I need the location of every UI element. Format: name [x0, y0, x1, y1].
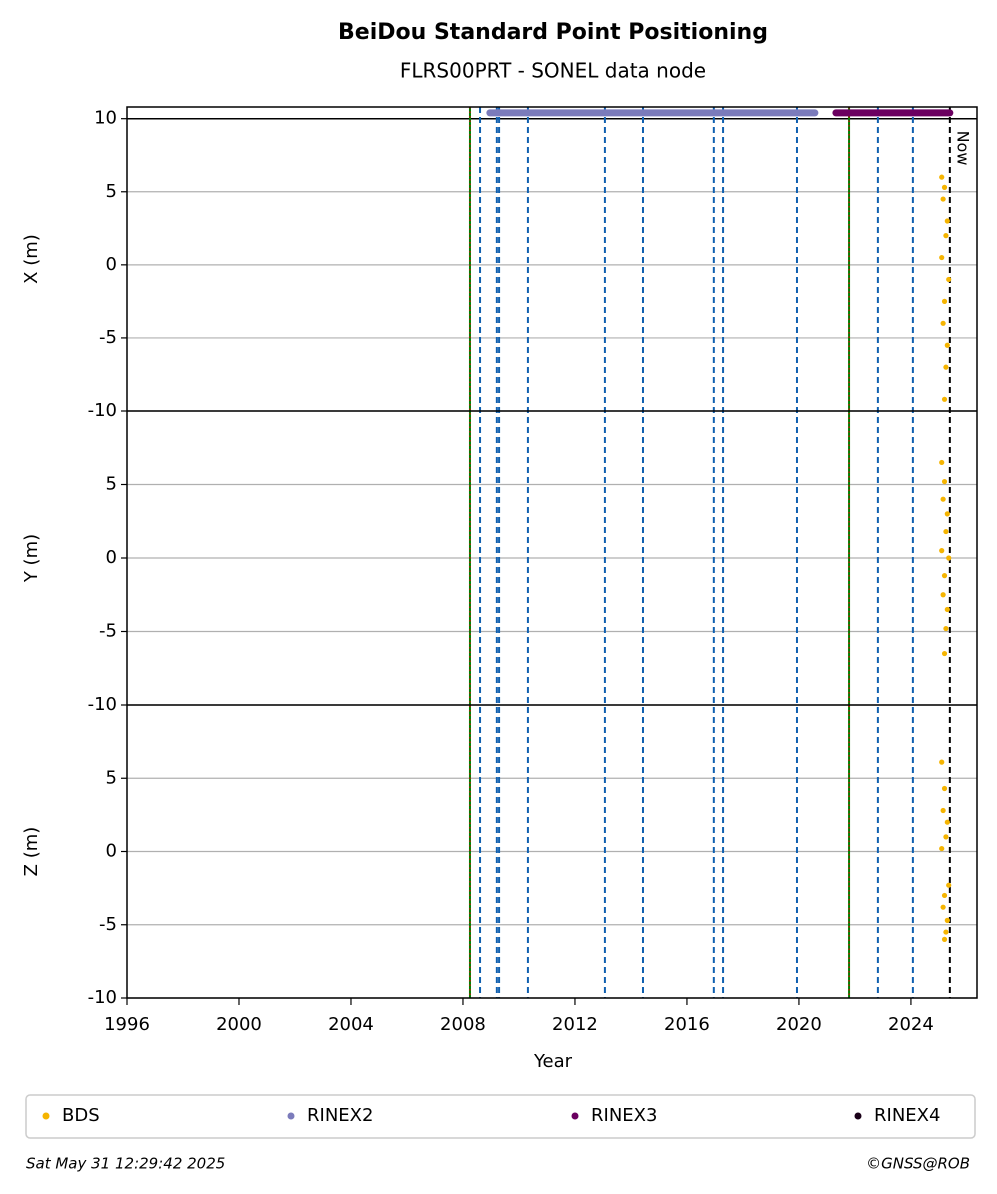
data-point	[946, 882, 952, 888]
footer-credit: ©GNSS@ROB	[866, 1155, 970, 1173]
data-point	[941, 573, 948, 579]
data-point	[941, 478, 948, 485]
data-point	[939, 254, 945, 261]
legend-marker	[571, 1112, 579, 1120]
data-point	[939, 548, 945, 554]
legend-marker	[854, 1112, 862, 1120]
data-point	[939, 845, 945, 852]
data-point	[940, 496, 946, 502]
y-tick-label: -5	[99, 914, 117, 935]
data-point	[943, 233, 949, 239]
y-tick-label: -5	[99, 327, 117, 348]
y-tick-label: 0	[106, 254, 117, 275]
y-tick-label: 0	[106, 841, 117, 862]
y-tick-label: -10	[88, 400, 117, 421]
data-point	[940, 807, 946, 814]
chart-subtitle: FLRS00PRT - SONEL data node	[400, 59, 706, 83]
legend-marker	[42, 1112, 50, 1120]
y-tick-label: -10	[88, 694, 117, 715]
data-point	[940, 320, 946, 326]
data-point	[940, 904, 946, 910]
x-tick-label: 2000	[216, 1014, 262, 1035]
data-point	[939, 174, 945, 180]
x-tick-label: 2020	[776, 1014, 822, 1035]
y-axis-label: Y (m)	[21, 534, 42, 583]
data-point	[944, 917, 950, 923]
data-point	[940, 196, 946, 202]
y-tick-label: -10	[88, 987, 117, 1008]
legend-label: RINEX3	[591, 1105, 657, 1126]
x-tick-label: 2012	[552, 1014, 598, 1035]
data-point	[939, 759, 945, 765]
data-point	[943, 929, 949, 935]
x-tick-label: 1996	[104, 1014, 150, 1035]
data-point	[941, 184, 948, 190]
legend-label: RINEX2	[307, 1105, 373, 1126]
y-tick-label: 5	[106, 181, 117, 202]
data-point	[946, 555, 952, 561]
x-axis-label: Year	[533, 1051, 573, 1072]
y-axis-label: X (m)	[21, 234, 42, 284]
legend-label: RINEX4	[874, 1105, 940, 1126]
y-axis-label: Z (m)	[21, 827, 42, 877]
x-tick-label: 2008	[440, 1014, 486, 1035]
y-tick-label: 10	[94, 108, 117, 129]
data-point	[941, 298, 948, 304]
data-point	[944, 342, 950, 348]
data-point	[941, 936, 948, 943]
data-point	[944, 606, 950, 613]
y-tick-label: -5	[99, 621, 117, 642]
data-point	[946, 276, 952, 283]
data-point	[943, 625, 949, 632]
data-point	[941, 892, 948, 899]
data-point	[941, 785, 948, 792]
data-point	[940, 592, 946, 598]
footer-date: Sat May 31 12:29:42 2025	[26, 1155, 225, 1173]
y-tick-label: 5	[106, 474, 117, 495]
data-point	[943, 364, 949, 370]
now-label: Now	[953, 131, 972, 166]
y-tick-label: 5	[106, 767, 117, 788]
data-point	[944, 511, 950, 517]
data-point	[944, 819, 950, 825]
x-tick-label: 2016	[664, 1014, 710, 1035]
x-tick-label: 2024	[888, 1014, 934, 1035]
y-tick-label: 0	[106, 547, 117, 568]
data-point	[941, 650, 948, 657]
chart-title: BeiDou Standard Point Positioning	[338, 20, 768, 45]
x-tick-label: 2004	[328, 1014, 374, 1035]
data-point	[943, 528, 949, 535]
plot-frame	[126, 106, 978, 999]
legend-marker	[287, 1112, 295, 1120]
data-point	[944, 218, 950, 224]
legend-box	[25, 1094, 976, 1139]
data-point	[939, 459, 945, 466]
legend-label: BDS	[62, 1105, 100, 1126]
data-point	[943, 834, 949, 840]
data-point	[941, 396, 948, 402]
